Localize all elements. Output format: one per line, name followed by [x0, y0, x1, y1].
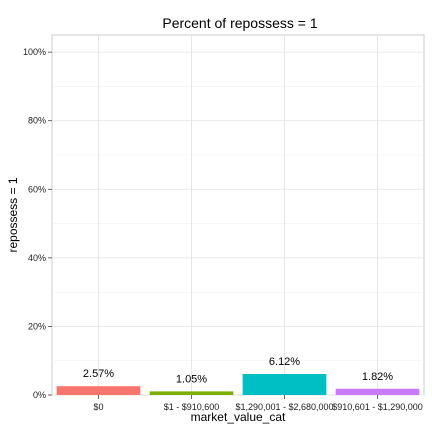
- plot-panel: [51, 34, 425, 396]
- y-tick-label: 80%: [28, 116, 46, 126]
- bar-3: [242, 374, 327, 395]
- data-label-3: 6.12%: [269, 356, 300, 368]
- x-tick-label: $1 - $910,600: [164, 402, 220, 412]
- y-tick-label: 60%: [28, 184, 46, 194]
- data-labels: 2.57% 1.05% 6.12% 1.82%: [83, 356, 393, 385]
- x-tick-label: $1,290,001 - $2,680,000: [235, 402, 333, 412]
- y-axis-title: repossess = 1: [6, 177, 20, 252]
- bar-4: [335, 388, 420, 395]
- bar-2: [149, 391, 234, 395]
- y-tick-label: 40%: [28, 253, 46, 263]
- x-tick-label: $0: [93, 402, 103, 412]
- bars: [56, 374, 420, 395]
- data-label-4: 1.82%: [362, 371, 393, 383]
- axes: 0% 20% 40% 60% 80% 100% $0 $1 - $910,600 $1,290,…: [23, 47, 423, 412]
- x-tick-label: $910,601 - $1,290,000: [332, 402, 423, 412]
- data-label-1: 2.57%: [83, 368, 114, 380]
- y-tick-label: 100%: [23, 47, 46, 57]
- y-tick-label: 20%: [28, 321, 46, 331]
- y-tick-label: 0%: [33, 390, 46, 400]
- chart-title: Percent of repossess = 1: [162, 15, 317, 31]
- data-label-2: 1.05%: [176, 373, 207, 385]
- x-axis-title: market_value_cat: [191, 410, 286, 424]
- bar-1: [56, 386, 141, 395]
